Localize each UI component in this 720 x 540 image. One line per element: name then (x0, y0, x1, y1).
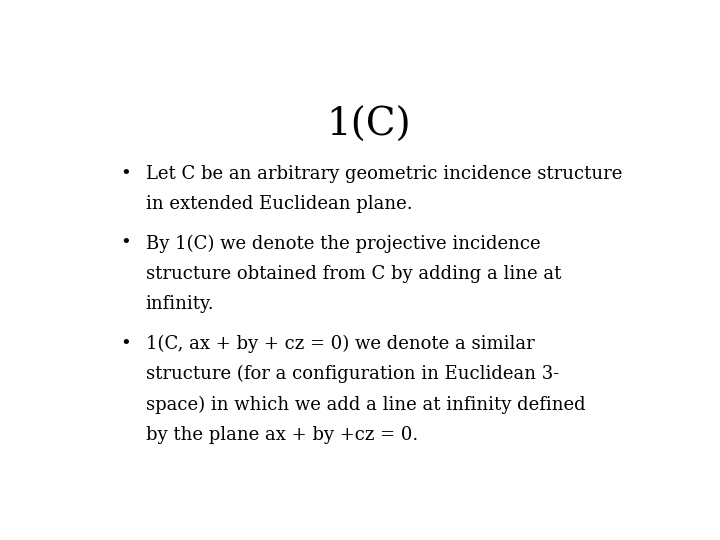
Text: infinity.: infinity. (145, 295, 215, 313)
Text: Let C be an arbitrary geometric incidence structure: Let C be an arbitrary geometric incidenc… (145, 165, 622, 183)
Text: in extended Euclidean plane.: in extended Euclidean plane. (145, 195, 413, 213)
Text: •: • (121, 234, 132, 252)
Text: structure obtained from C by adding a line at: structure obtained from C by adding a li… (145, 265, 561, 283)
Text: structure (for a configuration in Euclidean 3-: structure (for a configuration in Euclid… (145, 365, 559, 383)
Text: space) in which we add a line at infinity defined: space) in which we add a line at infinit… (145, 395, 585, 414)
Text: 1(C): 1(C) (327, 106, 411, 144)
Text: By 1(C) we denote the projective incidence: By 1(C) we denote the projective inciden… (145, 234, 541, 253)
Text: by the plane ax + by +cz = 0.: by the plane ax + by +cz = 0. (145, 426, 418, 444)
Text: •: • (121, 165, 132, 183)
Text: 1(C, ax + by + cz = 0) we denote a similar: 1(C, ax + by + cz = 0) we denote a simil… (145, 335, 534, 353)
Text: •: • (121, 335, 132, 353)
